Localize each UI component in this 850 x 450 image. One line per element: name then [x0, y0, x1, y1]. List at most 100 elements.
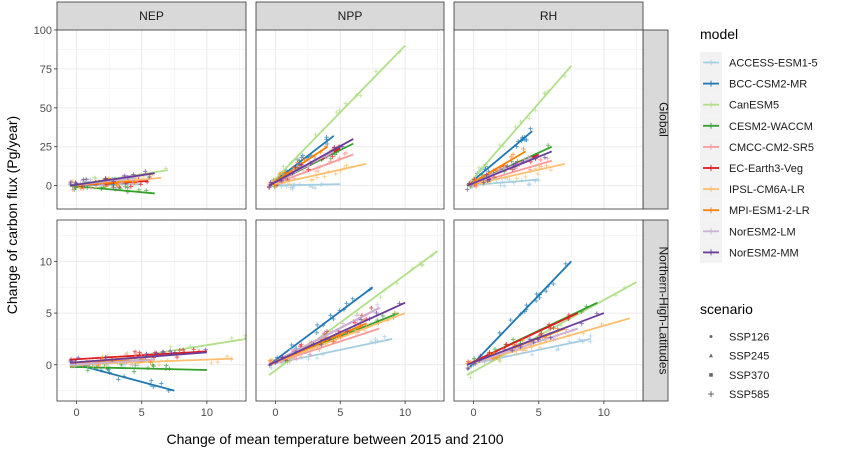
- scatter-point: [486, 177, 492, 182]
- legend-shape-plus: [708, 391, 714, 398]
- scatter-point: [290, 186, 295, 192]
- scatter-point: [343, 101, 348, 106]
- trend-line-ec-earth3-veg: [69, 350, 207, 361]
- scatter-point: [514, 176, 519, 181]
- scatter-point: [242, 333, 248, 339]
- legend-shape-triangle: [709, 353, 713, 358]
- scatter-point: [137, 350, 142, 355]
- scatter-point: [313, 132, 318, 137]
- scatter-point: [465, 187, 470, 192]
- trend-line-canesm5: [466, 281, 637, 376]
- scatter-point: [545, 143, 551, 148]
- scatter-point: [354, 313, 360, 318]
- scatter-point: [542, 155, 548, 160]
- scatter-point: [308, 352, 313, 357]
- legend-key-point: [708, 80, 714, 87]
- panel-border: [255, 219, 445, 402]
- scatter-point: [496, 357, 502, 363]
- legend-key-point: [708, 143, 714, 150]
- scatter-point: [535, 171, 541, 177]
- scatter-point: [269, 365, 274, 371]
- scatter-point: [563, 261, 568, 266]
- scatter-point: [306, 356, 311, 362]
- x-tick-label: 10: [598, 407, 610, 419]
- scatter-point: [299, 354, 304, 359]
- scatter-point: [494, 355, 500, 360]
- scatter-point: [548, 167, 554, 173]
- scatter-point: [502, 183, 507, 189]
- scatter-point: [465, 365, 471, 371]
- scatter-point: [215, 360, 221, 365]
- legend-label-ssp126: SSP126: [729, 332, 769, 344]
- x-tick-label: 10: [201, 407, 213, 419]
- scatter-point: [119, 180, 125, 185]
- scatter-point: [131, 369, 137, 374]
- scatter-point: [382, 334, 387, 339]
- legend-label-cesm2-waccm: CESM2-WACCM: [729, 121, 813, 133]
- trend-line-access-esm1-5: [466, 178, 539, 187]
- panel-border: [453, 29, 644, 210]
- trend-line-access-esm1-5: [268, 183, 341, 187]
- scatter-point: [556, 346, 561, 352]
- legend-label-ec-earth3-veg: EC-Earth3-Veg: [729, 163, 803, 175]
- legend-key-point: [708, 207, 714, 214]
- y-tick-label: 75: [40, 64, 52, 76]
- legend-label-canesm5: CanESM5: [729, 100, 779, 112]
- scatter-point: [358, 93, 363, 98]
- scatter-point: [520, 337, 525, 343]
- scatter-point: [143, 169, 148, 174]
- x-tick-label: 5: [536, 407, 542, 419]
- scatter-point: [277, 171, 283, 177]
- scatter-point: [471, 356, 477, 361]
- scatter-point: [524, 302, 529, 308]
- scatter-point: [177, 347, 182, 353]
- scatter-point: [498, 183, 503, 188]
- scatter-point: [331, 339, 336, 344]
- legend-label-ssp245: SSP245: [729, 351, 769, 363]
- scatter-point: [147, 174, 152, 180]
- scatter-point: [373, 69, 379, 74]
- scatter-point: [314, 175, 320, 180]
- legend-key-point: [708, 122, 714, 129]
- scatter-point: [114, 182, 120, 188]
- panel-background: [256, 220, 444, 401]
- legend-key-point: [708, 165, 714, 171]
- trend-line-canesm5: [466, 65, 572, 187]
- facet-strip-nep: [56, 1, 247, 31]
- scatter-point: [313, 169, 319, 174]
- scatter-point: [132, 349, 138, 354]
- scatter-point: [78, 186, 84, 191]
- scatter-point: [588, 339, 593, 344]
- panel-nep-northern-high-latitudes: 0 5 10 0 5 10: [40, 219, 248, 419]
- panel-npp-global: [242, 29, 445, 210]
- scatter-point: [125, 185, 130, 190]
- scatter-point: [537, 164, 542, 169]
- scatter-point: [330, 154, 335, 159]
- scatter-point: [85, 368, 91, 373]
- panel-border: [255, 29, 445, 210]
- scatter-point: [294, 356, 299, 362]
- scatter-point: [491, 356, 497, 361]
- scatter-point: [312, 185, 318, 191]
- scatter-point: [553, 336, 558, 341]
- scatter-point: [174, 354, 180, 360]
- scatter-point: [314, 330, 319, 335]
- panel-border: [56, 29, 247, 210]
- scatter-point: [533, 108, 538, 113]
- scatter-point: [209, 360, 214, 366]
- scatter-point: [299, 155, 304, 160]
- facet-label-nep: NEP: [139, 9, 164, 23]
- legend-shape-dot: [709, 335, 713, 338]
- scatter-point: [527, 116, 532, 121]
- trend-line-bcc-csm2-mr: [466, 260, 572, 371]
- scatter-point: [103, 364, 108, 369]
- x-tick-label: 0: [470, 407, 476, 419]
- scatter-point: [531, 340, 536, 345]
- scatter-point: [148, 360, 153, 365]
- scatter-point: [374, 310, 379, 316]
- legend-key-point: [708, 101, 714, 108]
- scatter-point: [334, 109, 339, 115]
- scatter-point: [481, 180, 486, 185]
- panel-background: [454, 220, 643, 401]
- scatter-point: [465, 359, 471, 364]
